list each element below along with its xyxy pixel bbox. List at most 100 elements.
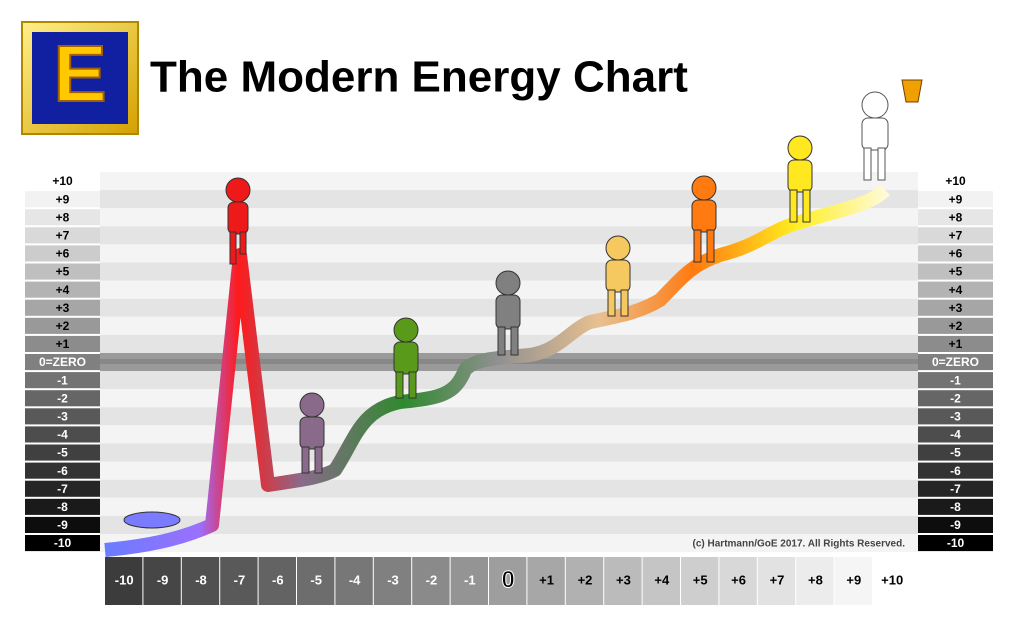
bottom-cell	[105, 557, 143, 605]
scale-cell	[25, 426, 100, 443]
scale-cell	[25, 498, 100, 515]
scale-cell	[25, 354, 100, 371]
scale-cell	[918, 354, 993, 371]
scale-label: +3	[949, 301, 963, 315]
scale-label: 0=ZERO	[932, 355, 979, 369]
bottom-label: -2	[426, 572, 438, 587]
bottom-cell	[719, 557, 757, 605]
bottom-label: +2	[578, 572, 593, 587]
bottom-cell	[834, 557, 872, 605]
scale-cell	[918, 480, 993, 497]
stripe	[100, 244, 918, 263]
bottom-label: -6	[272, 572, 284, 587]
bottom-cell	[412, 557, 450, 605]
bottom-cell	[796, 557, 834, 605]
bottom-cell	[450, 557, 488, 605]
scale-label: 0=ZERO	[39, 355, 86, 369]
scale-label: -1	[950, 373, 961, 387]
scale-label: -10	[947, 536, 965, 550]
scale-cell	[918, 535, 993, 552]
bottom-cell	[373, 557, 412, 605]
scale-label: -7	[57, 482, 68, 496]
bottom-cell	[873, 557, 911, 605]
scale-label: -3	[950, 410, 961, 424]
scale-label: -4	[950, 428, 961, 442]
scale-cell	[25, 281, 100, 298]
scale-cell	[25, 480, 100, 497]
bottom-label: +1	[539, 572, 554, 587]
stripe	[100, 334, 918, 353]
scale-label: +9	[56, 192, 70, 206]
bottom-label: +6	[731, 572, 746, 587]
scale-cell	[25, 317, 100, 334]
scale-cell	[25, 390, 100, 407]
scale-cell	[918, 516, 993, 533]
bottom-label: +3	[616, 572, 631, 587]
scale-label: +4	[949, 283, 963, 297]
bottom-cell	[527, 557, 565, 605]
bottom-cell	[220, 557, 258, 605]
scale-cell	[25, 299, 100, 316]
scale-cell	[918, 426, 993, 443]
stripe	[100, 534, 918, 553]
bottom-cell	[297, 557, 335, 605]
scale-label: -8	[57, 500, 68, 514]
scale-cell	[918, 227, 993, 244]
scale-cell	[918, 299, 993, 316]
bottom-cell	[335, 557, 373, 605]
scale-cell	[918, 498, 993, 515]
scale-label: +3	[56, 301, 70, 315]
logo-letter: E	[53, 29, 106, 118]
scale-cell	[918, 408, 993, 425]
scale-cell	[918, 281, 993, 298]
scale-cell	[918, 317, 993, 334]
scale-label: +4	[56, 283, 70, 297]
bottom-cell	[143, 557, 181, 605]
scale-cell	[918, 372, 993, 389]
scale-cell	[25, 444, 100, 461]
bottom-label: +5	[693, 572, 708, 587]
scale-label: -5	[950, 446, 961, 460]
bottom-cell	[258, 557, 296, 605]
scale-label: -1	[57, 373, 68, 387]
bottom-label: +4	[654, 572, 670, 587]
scale-label: +1	[949, 337, 963, 351]
scale-cell	[918, 462, 993, 479]
bottom-label: -10	[115, 572, 134, 587]
stripe	[100, 515, 918, 534]
scale-label: +2	[949, 319, 963, 333]
scale-label: -6	[57, 464, 68, 478]
scale-label: +7	[56, 229, 70, 243]
bottom-cell	[489, 557, 527, 605]
bottom-label: +8	[808, 572, 823, 587]
scale-cell	[25, 209, 100, 226]
scale-cell	[918, 335, 993, 352]
scale-label: -7	[950, 482, 961, 496]
bottom-cell	[757, 557, 796, 605]
scale-label: +6	[949, 247, 963, 261]
bottom-label: +7	[770, 572, 785, 587]
scale-cell	[25, 335, 100, 352]
scale-label: -4	[57, 428, 68, 442]
scale-label: +5	[949, 265, 963, 279]
scale-label: +10	[945, 174, 966, 188]
title: The Modern Energy Chart	[150, 53, 688, 102]
bottom-label: -1	[464, 572, 476, 587]
bottom-label: +10	[881, 572, 903, 587]
bottom-label: 0	[502, 566, 515, 593]
scale-label: -2	[57, 391, 68, 405]
scale-label: +8	[56, 210, 70, 224]
bottom-cell	[181, 557, 220, 605]
bottom-cell	[642, 557, 680, 605]
scale-cell	[918, 390, 993, 407]
scale-label: -6	[950, 464, 961, 478]
figures	[123, 79, 923, 529]
scale-label: -5	[57, 446, 68, 460]
scale-cell	[25, 227, 100, 244]
bottom-cell	[604, 557, 642, 605]
scale-label: +8	[949, 210, 963, 224]
scale-label: +1	[56, 337, 70, 351]
bottom-cell	[681, 557, 719, 605]
scale-cell	[25, 408, 100, 425]
